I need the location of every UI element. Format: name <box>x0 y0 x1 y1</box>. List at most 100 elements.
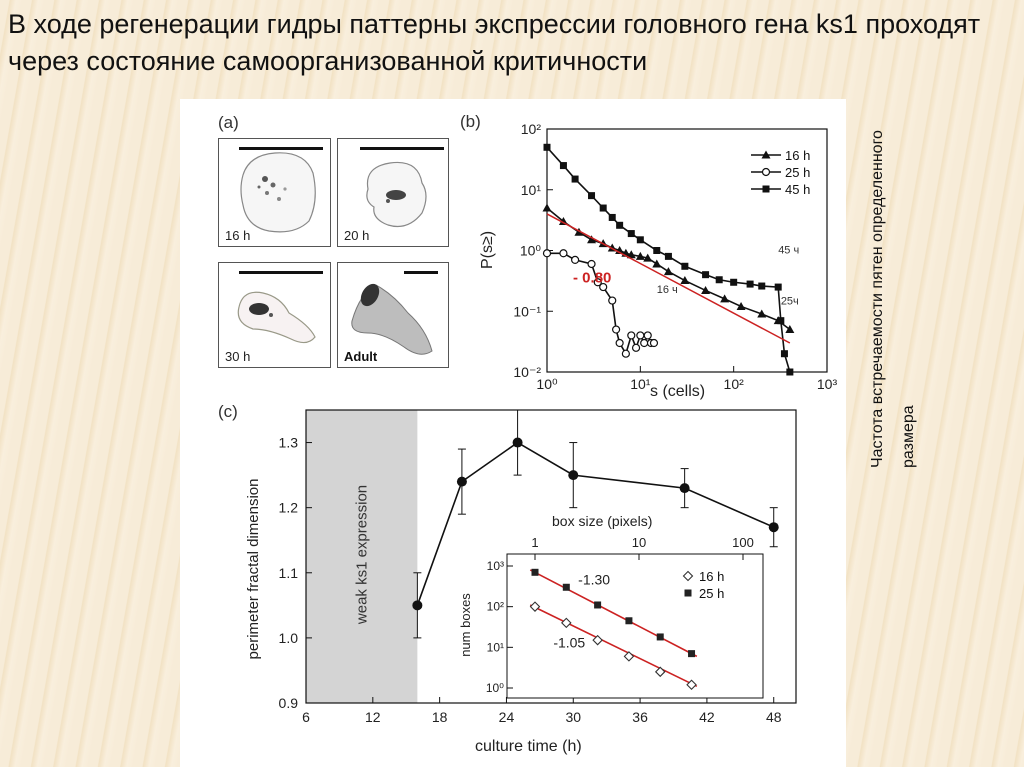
data-point <box>599 204 607 212</box>
y-tick-label: 10⁻² <box>513 364 541 380</box>
chart-b: (b) 10⁰ 10¹ 10² 10³ 10² 10¹ 10⁰ 10⁻¹ 10⁻² - 0.80… <box>460 112 838 400</box>
data-point <box>561 617 572 629</box>
y-axis-label: perimeter fractal dimension <box>245 479 262 660</box>
inset-fit-label: -1.30 <box>578 572 610 588</box>
inset-y-axis-label: num boxes <box>458 593 473 657</box>
y-tick-label: 10⁻¹ <box>513 303 541 319</box>
inset-x-axis-label: box size (pixels) <box>552 513 652 529</box>
x-tick-label: 30 <box>565 709 581 725</box>
data-point <box>757 309 767 318</box>
y-tick-label: 10¹ <box>521 182 542 198</box>
data-point <box>608 213 616 221</box>
legend-label: 16 h <box>785 148 810 163</box>
data-point <box>625 617 633 625</box>
fit-line <box>546 213 791 344</box>
data-point <box>730 278 738 286</box>
data-point <box>599 282 608 292</box>
data-point <box>626 250 636 259</box>
annotation: 16 ч <box>657 284 678 296</box>
inset-y-tick-label: 10³ <box>487 559 504 573</box>
panel-a-label: (a) <box>218 113 239 132</box>
data-point <box>680 276 690 285</box>
cell-image-adult: Adult <box>337 262 449 368</box>
data-point <box>542 203 552 212</box>
data-point <box>587 235 597 244</box>
data-point <box>616 221 624 229</box>
data-point <box>736 301 746 310</box>
data-point <box>682 570 694 582</box>
side-caption-text: Частота встречаемости пятен определенног… <box>869 130 917 468</box>
y-tick-label: 10² <box>521 121 542 137</box>
cell-label: 20 h <box>344 228 370 243</box>
data-point <box>571 175 579 183</box>
data-point <box>559 249 568 258</box>
series-line <box>416 441 775 606</box>
y-tick-label: 10⁰ <box>520 243 542 259</box>
inset-y-tick-label: 10⁰ <box>486 681 504 695</box>
data-point <box>621 349 630 358</box>
panel-b-label: (b) <box>460 112 481 131</box>
weak-expression-region <box>306 410 418 703</box>
cell-shape <box>366 161 427 228</box>
data-point <box>594 601 602 609</box>
x-axis-label: culture time (h) <box>475 738 582 755</box>
x-tick-label: 18 <box>432 709 448 725</box>
annotation: 25ч <box>781 295 799 307</box>
data-point <box>570 255 580 265</box>
data-point <box>636 236 644 244</box>
data-point <box>758 282 766 290</box>
slide-title: В ходе регенерации гидры паттерны экспре… <box>8 9 981 76</box>
data-point <box>663 267 673 276</box>
data-point <box>562 583 570 591</box>
cell-shape <box>351 283 433 355</box>
data-point <box>681 262 689 270</box>
data-point <box>649 338 659 348</box>
data-point <box>686 679 697 691</box>
scale-bar <box>239 271 323 274</box>
data-point <box>627 230 635 238</box>
inset-fit-label: -1.05 <box>553 634 585 650</box>
data-point <box>777 317 785 325</box>
cell-label: Adult <box>344 349 378 364</box>
weak-expression-label: weak ks1 expression <box>354 485 371 625</box>
data-point <box>720 294 730 303</box>
legend-label: 45 h <box>785 182 810 197</box>
data-point <box>780 350 788 358</box>
x-tick-label: 6 <box>302 709 310 725</box>
x-tick-label: 10³ <box>817 376 838 392</box>
data-point <box>679 483 690 494</box>
data-point <box>654 666 666 678</box>
data-point <box>608 296 617 305</box>
inset-fit-line <box>529 604 698 688</box>
x-tick-label: 10² <box>724 376 745 392</box>
scale-bar <box>360 147 444 150</box>
data-point <box>746 280 754 288</box>
inset-legend-label: 25 h <box>699 586 724 601</box>
inset-y-tick-label: 10² <box>487 600 504 614</box>
inset-y-tick-label: 10¹ <box>487 640 504 654</box>
x-tick-label: 24 <box>499 709 515 725</box>
data-point <box>643 331 652 340</box>
data-point <box>684 589 692 597</box>
scale-bar <box>239 147 323 150</box>
data-point <box>623 651 635 662</box>
figure-panel: (a) 16 h 20 h 30 h <box>180 99 846 767</box>
y-tick-label: 1.2 <box>279 500 299 516</box>
inset-x-tick-label: 10 <box>632 535 646 550</box>
inset-legend-label: 16 h <box>699 569 724 584</box>
cell-shape <box>240 152 316 233</box>
cell-label: 30 h <box>225 349 251 364</box>
data-point <box>762 185 770 193</box>
data-point <box>512 437 523 448</box>
x-tick-label: 10⁰ <box>536 376 558 392</box>
y-tick-label: 1.3 <box>279 435 299 451</box>
data-point <box>615 338 624 348</box>
inset-fit-line <box>529 569 698 658</box>
y-tick-label: 1.0 <box>279 630 299 646</box>
data-point <box>785 325 795 334</box>
cell-shape <box>237 291 316 344</box>
data-point <box>568 470 579 481</box>
data-point <box>531 568 539 576</box>
chart-c: (c) weak ks1 expression 6 12 18 24 30 36 42 48 0… <box>218 402 797 755</box>
data-point <box>412 600 423 611</box>
